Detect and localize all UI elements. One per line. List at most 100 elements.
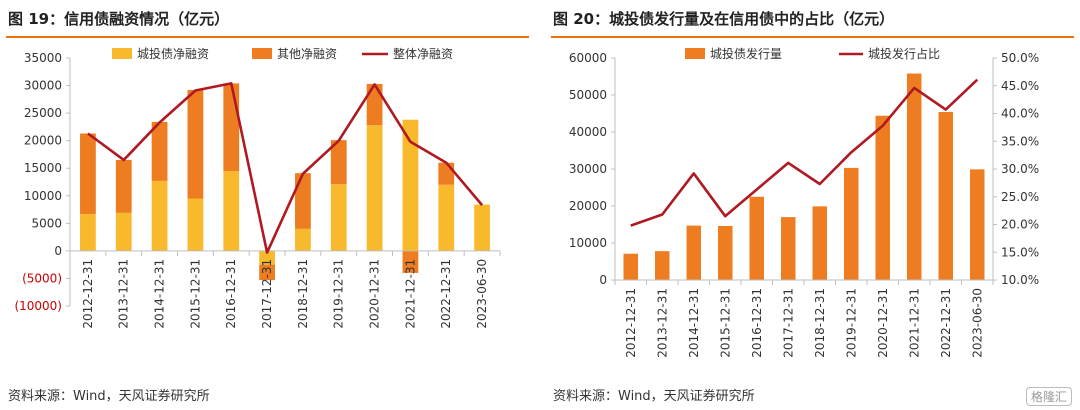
y-tick-label: 0 — [599, 273, 607, 287]
bar-segment-other — [438, 162, 455, 185]
x-tick-label: 2014-12-31 — [687, 288, 701, 358]
x-tick-label: 2021-12-31 — [403, 259, 417, 329]
series-line-share — [630, 78, 979, 227]
legend-label: 城投债净融资 — [137, 46, 209, 61]
y-tick-label: 20000 — [24, 134, 62, 148]
y-tick-label: 30000 — [569, 162, 607, 176]
bar-segment-chengtou — [80, 213, 96, 251]
y2-tick-label: 20.0% — [1001, 218, 1039, 232]
bar-segment-chengtou — [223, 170, 240, 251]
stacked-bar-chart: 35000 30000 25000 20000 15000 10000 5000 0 (5000… — [14, 46, 501, 329]
x-tick-label: 2013-12-31 — [655, 288, 669, 358]
x-tick-label: 2015-12-31 — [188, 259, 202, 329]
chart-title: 图 20：城投债发行量及在信用债中的占比（亿元） — [553, 10, 895, 28]
bar-issuance — [812, 206, 827, 280]
series-line-total — [87, 82, 484, 254]
y-tick-label: 25000 — [24, 106, 62, 120]
y-tick-label: (10000) — [14, 299, 62, 313]
bar-issuance — [749, 196, 764, 280]
bar-issuance — [970, 169, 985, 280]
bar-segment-other — [259, 264, 275, 281]
legend-swatch — [685, 48, 705, 59]
bar-issuance — [938, 112, 953, 281]
bar-issuance — [781, 217, 796, 280]
bar-segment-chengtou — [366, 125, 383, 251]
y-tick-label: 20000 — [569, 199, 607, 213]
x-tick-label: 2016-12-31 — [750, 288, 764, 358]
chart-panel-left: 图 19：信用债融资情况（亿元） 35000 30000 25000 20000 150… — [0, 0, 535, 410]
x-tick-label: 2019-12-31 — [844, 288, 858, 358]
y2-tick-label: 40.0% — [1001, 107, 1039, 121]
x-tick-label: 2023-06-30 — [475, 259, 489, 329]
title-underline — [6, 36, 529, 38]
y-tick-label: 0 — [54, 244, 62, 258]
bar-segment-chengtou — [115, 212, 132, 251]
legend-label: 城投发行占比 — [868, 46, 940, 61]
chart-panel-right: 图 20：城投债发行量及在信用债中的占比（亿元） 60000 50000 40000… — [545, 0, 1080, 410]
bar-segment-chengtou — [402, 119, 419, 251]
legend-label: 整体净融资 — [393, 46, 453, 61]
x-tick-label: 2018-12-31 — [296, 259, 310, 329]
bar-issuance — [623, 253, 638, 280]
y2-tick-label: 15.0% — [1001, 245, 1039, 259]
bar-segment-chengtou — [151, 180, 168, 251]
x-tick-label: 2013-12-31 — [117, 259, 131, 329]
bar-issuance — [655, 251, 670, 280]
bar-segment-other — [366, 83, 383, 126]
y2-tick-label: 10.0% — [1001, 273, 1039, 287]
x-tick-label: 2012-12-31 — [81, 259, 95, 329]
bar-issuance — [844, 167, 859, 280]
x-tick-label: 2021-12-31 — [907, 288, 921, 358]
x-tick-label: 2020-12-31 — [368, 259, 382, 329]
source-note: 资料来源：Wind，天风证券研究所 — [553, 389, 755, 404]
source-note: 资料来源：Wind，天风证券研究所 — [8, 389, 210, 404]
bar-segment-chengtou — [295, 228, 311, 251]
bar-segment-other — [187, 89, 204, 199]
y2-tick-label: 45.0% — [1001, 79, 1039, 93]
bar-segment-other — [151, 121, 168, 181]
bar-issuance — [686, 225, 701, 280]
bar-segment-other — [80, 133, 96, 214]
y-tick-label: 30000 — [24, 79, 62, 93]
x-tick-label: 2012-12-31 — [624, 288, 638, 358]
x-tick-label: 2014-12-31 — [153, 259, 167, 329]
x-tick-label: 2017-12-31 — [260, 259, 274, 329]
y-tick-label: 15000 — [24, 161, 62, 175]
y2-tick-label: 35.0% — [1001, 134, 1039, 148]
bar-segment-chengtou — [438, 184, 455, 251]
y-tick-label: 5000 — [31, 216, 62, 230]
x-tick-label: 2023-06-30 — [970, 288, 984, 358]
y-tick-label: 10000 — [24, 189, 62, 203]
bar-segment-chengtou — [259, 250, 275, 265]
x-tick-label: 2020-12-31 — [876, 288, 890, 358]
legend-label: 其他净融资 — [277, 47, 337, 61]
y2-tick-label: 50.0% — [1001, 51, 1039, 65]
y-tick-label: 40000 — [569, 125, 607, 139]
bar-issuance — [718, 225, 733, 280]
x-tick-label: 2018-12-31 — [813, 288, 827, 358]
y2-tick-label: 25.0% — [1001, 190, 1039, 204]
x-tick-label: 2015-12-31 — [718, 288, 732, 358]
bar-segment-other — [402, 250, 419, 273]
y-tick-label: 35000 — [24, 51, 62, 65]
title-underline — [551, 36, 1074, 38]
bar-segment-chengtou — [474, 204, 490, 251]
bar-segment-other — [223, 83, 240, 171]
bar-line-chart: 60000 50000 40000 30000 20000 10000 0 50.0% 45.0… — [569, 46, 1039, 358]
y-tick-label: 10000 — [569, 236, 607, 250]
bar-segment-other — [295, 173, 311, 229]
legend-swatch — [112, 48, 132, 59]
x-tick-label: 2017-12-31 — [781, 288, 795, 358]
y-tick-label: 50000 — [569, 88, 607, 102]
legend-swatch — [252, 48, 272, 59]
bar-segment-other — [115, 159, 132, 213]
y2-tick-label: 30.0% — [1001, 162, 1039, 176]
bar-issuance — [907, 73, 922, 280]
x-tick-label: 2022-12-31 — [439, 259, 453, 329]
bar-segment-other — [330, 140, 347, 185]
bar-issuance — [875, 115, 890, 280]
bar-segment-chengtou — [187, 198, 204, 251]
x-tick-label: 2022-12-31 — [939, 288, 953, 358]
y-tick-label: 60000 — [569, 51, 607, 65]
x-tick-label: 2019-12-31 — [332, 259, 346, 329]
